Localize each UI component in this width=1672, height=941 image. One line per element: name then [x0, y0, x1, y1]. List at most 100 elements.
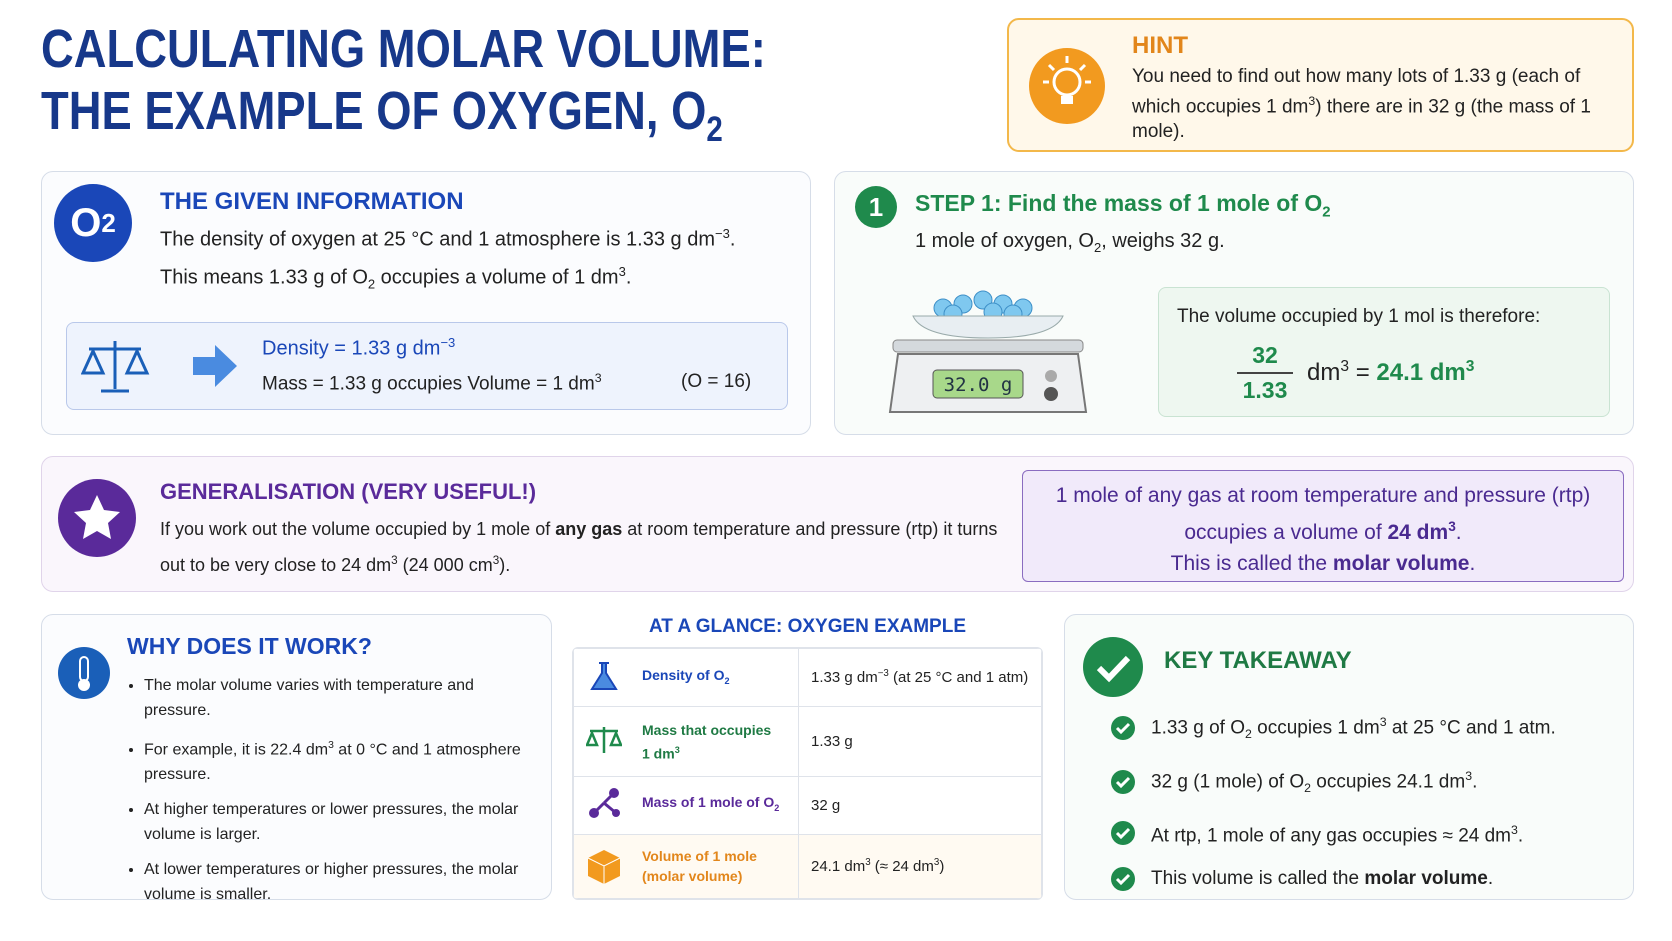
text-segment: 2: [1322, 203, 1331, 221]
row-label-text: Mass that occupies 1 dm3: [642, 720, 782, 764]
takeaway-item: This volume is called the molar volume.: [1111, 866, 1621, 892]
text-segment: ) there are in 32 g (the mass of 1 mole)…: [1132, 96, 1591, 143]
molar-volume-box: 1 mole of any gas at room temperature an…: [1022, 470, 1624, 582]
text-segment: For example, it is 22.4 dm: [144, 741, 329, 759]
step-number: 1: [855, 186, 897, 228]
row-label: Mass that occupies 1 dm3: [573, 705, 799, 777]
text-segment: =: [1349, 359, 1377, 386]
text-segment: Mass = 1.33 g occupies Volume = 1 dm: [262, 373, 595, 395]
row-icon: [590, 662, 618, 691]
why-bullet: The molar volume varies with temperature…: [144, 673, 542, 723]
check: [1111, 770, 1135, 795]
text-segment: The molar volume varies with temperature…: [144, 677, 474, 719]
text-segment: (at 25 °C and 1 atm): [888, 669, 1029, 687]
text-segment: 3: [1448, 519, 1456, 534]
text-segment: This is called the: [1170, 552, 1333, 575]
row-label-wrap: Density of O2: [586, 659, 786, 695]
text-segment: If you work out the volume occupied by 1…: [160, 519, 556, 539]
row-label-wrap: Mass of 1 mole of O2: [586, 787, 786, 823]
text-segment: 2: [367, 276, 376, 292]
text-segment: ): [939, 858, 945, 876]
text-segment: 2: [1245, 727, 1252, 742]
row-value: 32 g: [798, 775, 1042, 835]
text-segment: occupies a volume of 1 dm: [375, 266, 619, 289]
star-icon: [58, 479, 136, 557]
bulb-icon: [1029, 48, 1105, 124]
text-segment: dm: [1307, 359, 1341, 386]
text-segment: any gas: [555, 519, 623, 539]
takeaway-list: 1.33 g of O2 occupies 1 dm3 at 25 °C and…: [1111, 709, 1621, 908]
step1-box: 1 STEP 1: Find the mass of 1 mole of O2 …: [834, 171, 1634, 435]
scale-display: 32.0 g: [943, 374, 1013, 396]
text-segment: , weighs 32 g.: [1101, 230, 1225, 252]
why-box: WHY DOES IT WORK? The molar volume varie…: [41, 614, 552, 903]
generalisation-text: If you work out the volume occupied by 1…: [160, 513, 1010, 581]
text-segment: .: [729, 228, 736, 251]
text-segment: 3: [865, 857, 871, 869]
text-segment: 3: [674, 744, 680, 755]
why-bullet: At lower temperatures or higher pressure…: [144, 857, 542, 907]
row-value: 24.1 dm3 (≈ 24 dm3): [798, 833, 1042, 899]
text-segment: THE EXAMPLE OF OXYGEN, O: [41, 81, 707, 141]
text-segment: This means 1.33 g of O: [160, 266, 368, 289]
text-segment: 3: [328, 740, 334, 751]
hint-heading: HINT: [1132, 32, 1188, 59]
text-segment: ).: [499, 555, 511, 575]
row-icon: [586, 727, 622, 754]
result-box: The volume occupied by 1 mol is therefor…: [1158, 287, 1610, 417]
balance-arrow-icon: [81, 341, 237, 393]
given-summary: Density = 1.33 g dm−3 Mass = 1.33 g occu…: [66, 322, 788, 410]
text-segment: 1.33 g: [811, 732, 853, 750]
table-row: Density of O2 1.33 g dm−3 (at 25 °C and 1…: [573, 648, 1042, 707]
text-segment: −3: [440, 335, 456, 350]
takeaway-heading: KEY TAKEAWAY: [1164, 647, 1352, 674]
step-heading: STEP 1: Find the mass of 1 mole of O2: [915, 190, 1331, 221]
row-icon: [589, 788, 620, 819]
hint-box: HINT You need to find out how many lots …: [1007, 18, 1634, 152]
text-segment: .: [1469, 552, 1476, 575]
takeaway-text: 32 g (1 mole) of O2 occupies 24.1 dm3.: [1151, 763, 1477, 801]
text-segment: 3: [1308, 94, 1316, 108]
molar-volume-line: 1 mole of any gas at room temperature an…: [1023, 480, 1623, 548]
text-segment: −3: [715, 226, 730, 241]
fraction: 32 1.33: [1237, 342, 1293, 404]
row-label-text: Mass of 1 mole of O2: [642, 792, 782, 818]
check: [1111, 716, 1135, 741]
text-segment: 3: [933, 857, 940, 869]
takeaway-text: At rtp, 1 mole of any gas occupies ≈ 24 …: [1151, 817, 1523, 849]
hint-text: You need to find out how many lots of 1.…: [1132, 64, 1602, 144]
text-segment: 1.33 g of O: [1151, 717, 1246, 739]
table-title: AT A GLANCE: OXYGEN EXAMPLE: [648, 616, 967, 637]
text-segment: −3: [877, 668, 889, 680]
text-segment: 32 g: [811, 796, 841, 814]
numerator: 32: [1237, 342, 1293, 374]
text-segment: .: [1455, 521, 1462, 544]
text-segment: Density = 1.33 g dm: [262, 337, 441, 360]
scale-drawing: [888, 290, 1088, 413]
text-segment: 2: [1304, 781, 1311, 796]
text-segment: 1.33 g dm: [811, 669, 878, 687]
why-list: The molar volume varies with temperature…: [122, 673, 542, 917]
text-segment: at 0 °C and 1 atmosphere pressure.: [144, 741, 521, 784]
text-segment: molar volume: [1332, 552, 1470, 575]
table-row: Mass that occupies 1 dm3 1.33 g: [573, 705, 1042, 777]
text-segment: .: [625, 266, 632, 289]
why-bullet: For example, it is 22.4 dm3 at 0 °C and …: [144, 733, 542, 787]
result-intro: The volume occupied by 1 mol is therefor…: [1177, 306, 1541, 327]
density-text: Density = 1.33 g dm−3: [262, 335, 455, 361]
text-segment: Volume of 1 mole (molar volume): [642, 848, 757, 885]
text-segment: O: [70, 200, 102, 245]
text-segment: 3: [594, 371, 602, 385]
row-label-text: Volume of 1 mole (molar volume): [642, 846, 782, 886]
atomic-mass: (O = 16): [681, 371, 752, 392]
text-segment: 3: [1465, 358, 1475, 375]
text-segment: (24 000 cm: [397, 555, 493, 575]
given-heading: THE GIVEN INFORMATION: [160, 188, 464, 215]
text-segment: 24.1 dm: [1376, 359, 1466, 386]
text-segment: 2: [724, 675, 730, 686]
text-segment: At lower temperatures or higher pressure…: [144, 861, 519, 904]
text-segment: .: [1517, 825, 1524, 847]
title-line: CALCULATING MOLAR VOLUME:: [41, 19, 766, 79]
text-segment: 1 mole of any gas at room temperature an…: [1055, 484, 1591, 544]
